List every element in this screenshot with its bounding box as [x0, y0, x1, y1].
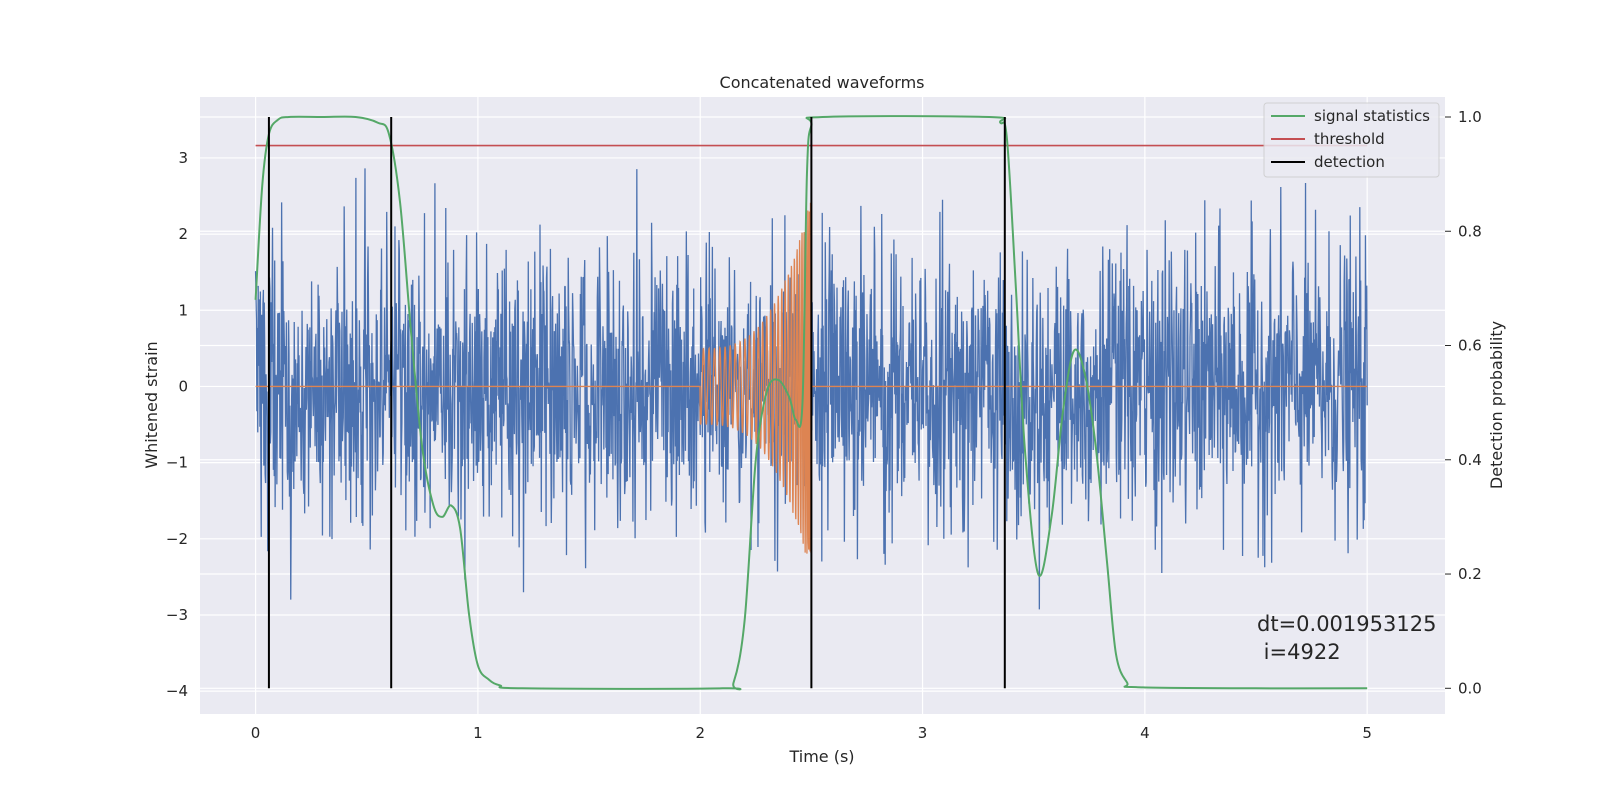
- legend-entry-detection: detection: [1271, 153, 1385, 171]
- x-tick-label: 0: [251, 724, 261, 742]
- x-tick-label: 4: [1140, 724, 1150, 742]
- x-tick-label: 5: [1362, 724, 1372, 742]
- x-axis-label: Time (s): [788, 747, 854, 766]
- y2-tick-label: 0.6: [1458, 337, 1482, 355]
- y-tick-label: 1: [178, 301, 188, 319]
- y2-axis-label: Detection probability: [1487, 321, 1506, 489]
- legend-box: [1263, 102, 1440, 178]
- y-tick-label: −3: [166, 606, 188, 624]
- legend-label-detection: detection: [1314, 153, 1385, 171]
- y2-tick-label: 0.4: [1458, 451, 1482, 469]
- y-tick-label: 2: [178, 225, 188, 243]
- axes: 0 1 2 3 4 5 −4 −3 −2 −1 0 1 2 3 0.0 0.2 0.4 0.6 0.8 1.0: [166, 108, 1482, 742]
- y-tick-label: 0: [178, 377, 188, 395]
- y-tick-label: −4: [166, 682, 188, 700]
- y2-tick-label: 1.0: [1458, 108, 1482, 126]
- x-tick-label: 3: [918, 724, 928, 742]
- y2-tick-label: 0.0: [1458, 679, 1482, 697]
- y-tick-label: −2: [166, 530, 188, 548]
- signal-statistics-line: [254, 115, 1368, 691]
- y-tick-label: −1: [166, 454, 188, 472]
- y2-tick-label: 0.8: [1458, 222, 1482, 240]
- legend-label-threshold: threshold: [1314, 130, 1385, 148]
- legend: signal statistics threshold detection: [1263, 102, 1440, 178]
- legend-entry-signal-statistics: signal statistics: [1271, 107, 1430, 125]
- x-tick-label: 2: [695, 724, 705, 742]
- y2-tick-label: 0.2: [1458, 565, 1482, 583]
- chart-title: Concatenated waveforms: [720, 73, 925, 92]
- y-tick-label: 3: [178, 149, 188, 167]
- y-axis-label: Whitened strain: [142, 341, 161, 468]
- annotation-dt: dt=0.001953125: [1257, 612, 1436, 636]
- series-layer: [254, 115, 1368, 691]
- legend-entry-threshold: threshold: [1271, 130, 1385, 148]
- x-tick-label: 1: [473, 724, 483, 742]
- legend-label-signal-statistics: signal statistics: [1314, 107, 1430, 125]
- annotation-index: i=4922: [1257, 640, 1341, 664]
